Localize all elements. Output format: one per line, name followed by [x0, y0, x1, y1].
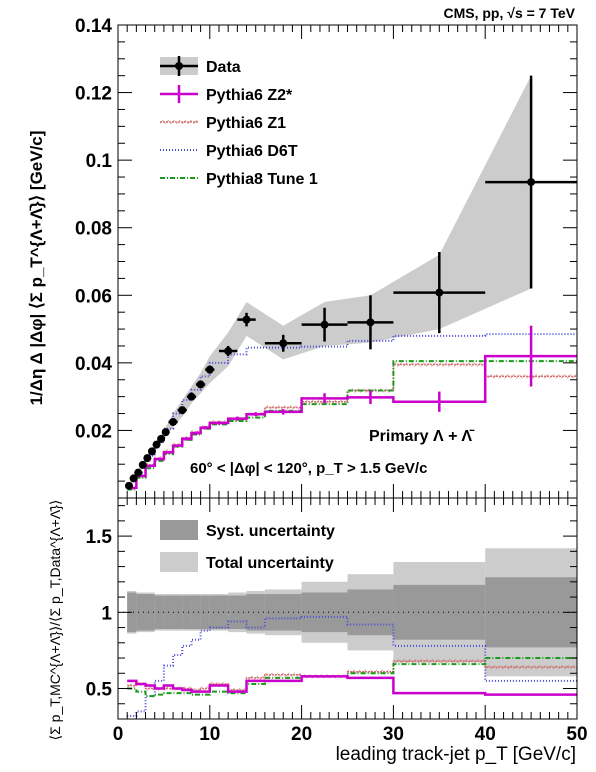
top-plot-area — [125, 75, 577, 491]
top-ytick-label: 0.12 — [75, 84, 112, 105]
bottom-panel: 0.5 1 1.5 0 10 20 30 40 50 Syst. uncertainty Total… — [86, 497, 588, 745]
xtick-label: 50 — [566, 724, 587, 745]
xtick-label: 0 — [113, 724, 124, 745]
data-point — [242, 315, 251, 324]
data-point — [224, 347, 233, 356]
ratio-z1-hatch-bin — [264, 672, 302, 677]
legend-label-pythia6-z2-: Pythia6 Z2* — [206, 87, 293, 104]
xtick-label: 40 — [475, 724, 496, 745]
ratio-z1-hatch-bin — [182, 686, 192, 691]
data-point — [366, 318, 375, 327]
data-point — [157, 434, 166, 443]
mc-z1-hatch-bin — [264, 405, 302, 410]
annotation-primary: Primary Λ + Λ̄ — [369, 428, 475, 445]
data-uncertainty-band — [129, 75, 532, 487]
top-ytick-label: 0.06 — [75, 286, 112, 307]
data-point — [205, 365, 214, 374]
syst-uncertainty-bin — [393, 584, 486, 640]
data-point — [169, 417, 178, 426]
syst-uncertainty-bin — [485, 577, 577, 648]
ratio-z1-hatch-bin — [485, 665, 577, 670]
data-point — [527, 178, 536, 187]
legend-swatch-total-uncertainty — [160, 552, 198, 572]
syst-uncertainty-bin — [200, 595, 210, 630]
syst-uncertainty-bin — [228, 595, 247, 630]
data-point — [187, 392, 196, 401]
ratio-z1-hatch-bin — [145, 686, 155, 691]
annotation-cuts: 60° < |Δφ| < 120°, p_T > 1.5 GeV/c — [190, 460, 427, 477]
data-point — [196, 380, 205, 389]
bottom-y-axis-title: ⟨Σ p_T,MC^{Λ+Λ̄}⟩/⟨Σ p_T,Data^{Λ+Λ̄}⟩ — [47, 500, 63, 741]
data-point — [138, 460, 147, 469]
top-ylabel: 1/Δη Δ |Δφ| ⟨Σ p_T^{Λ+Λ̄}⟩ [GeV/c] — [27, 131, 46, 406]
syst-uncertainty-bin — [347, 589, 394, 636]
x-axis-title: leading track-jet p_T [GeV/c] — [336, 744, 576, 765]
bottom-ytick-label: 0.5 — [86, 680, 113, 701]
bottom-ylabel: ⟨Σ p_T,MC^{Λ+Λ̄}⟩/⟨Σ p_T,Data^{Λ+Λ̄}⟩ — [47, 500, 63, 741]
bottom-ytick-label: 1 — [101, 603, 112, 624]
top-ytick-label: 0.1 — [86, 151, 113, 172]
syst-uncertainty-bin — [173, 595, 183, 630]
top-panel: 0.02 0.04 0.06 0.08 0.1 0.12 0.14 Data Pythia6 Z… — [75, 16, 578, 499]
data-point — [178, 406, 187, 415]
legend-data-marker — [175, 62, 183, 70]
syst-uncertainty-bin — [191, 595, 201, 630]
syst-uncertainty-bin — [182, 595, 192, 630]
data-point — [435, 288, 444, 297]
data-point — [134, 468, 143, 477]
legend-label-syst-uncertainty: Syst. uncertainty — [206, 523, 335, 540]
syst-uncertainty-bin — [246, 594, 265, 631]
syst-uncertainty-bin — [136, 594, 146, 631]
ratio-z1-hatch-bin — [163, 686, 174, 691]
syst-uncertainty-bin — [154, 595, 164, 630]
ratio-line-pythia6-z2- — [127, 675, 577, 696]
ratio-line-pythia6-z1 — [127, 660, 577, 691]
data-point — [320, 320, 329, 329]
legend-label-pythia8-tune-1: Pythia8 Tune 1 — [206, 171, 318, 188]
top-ytick-label: 0.02 — [75, 421, 112, 442]
data-point — [125, 481, 134, 490]
data-point — [161, 428, 170, 437]
top-ytick-label: 0.04 — [75, 354, 112, 375]
header-label: CMS, pp, √s = 7 TeV — [443, 5, 575, 21]
legend-label-pythia6-z1: Pythia6 Z1 — [206, 115, 286, 132]
bottom-ytick-label: 1.5 — [86, 527, 113, 548]
data-point — [147, 447, 156, 456]
syst-uncertainty-bin — [145, 594, 155, 631]
xtick-label: 30 — [383, 724, 404, 745]
ratio-z1-hatch-bin — [347, 669, 394, 674]
xtick-label: 10 — [199, 724, 220, 745]
legend-swatch-syst-uncertainty — [160, 520, 198, 540]
syst-uncertainty-bin — [301, 592, 348, 633]
top-ytick-label: 0.08 — [75, 219, 112, 240]
top-ytick-label: 0.14 — [75, 16, 112, 37]
legend-label-pythia6-d6t: Pythia6 D6T — [206, 143, 298, 160]
legend-label-total-uncertainty: Total uncertainty — [206, 555, 334, 572]
data-point — [279, 339, 288, 348]
data-point — [152, 440, 161, 449]
xtick-label: 20 — [291, 724, 312, 745]
data-point — [143, 454, 152, 463]
bottom-plot-area — [118, 548, 577, 717]
top-y-axis-title: 1/Δη Δ |Δφ| ⟨Σ p_T^{Λ+Λ̄}⟩ [GeV/c] — [27, 131, 46, 406]
data-point — [129, 474, 138, 483]
legend-label-data: Data — [206, 59, 241, 76]
